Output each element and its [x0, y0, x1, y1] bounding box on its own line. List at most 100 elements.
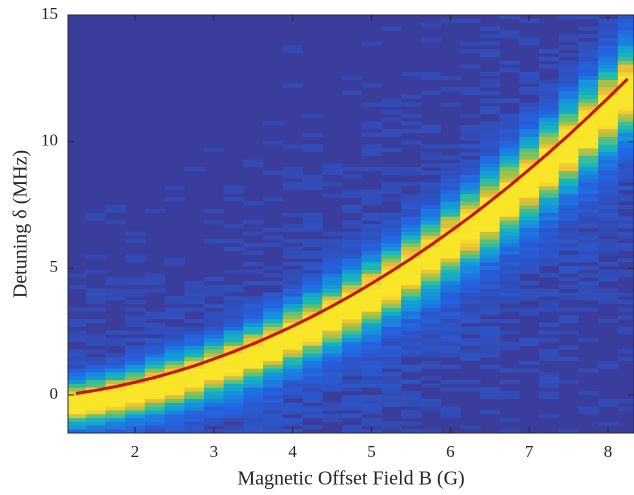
heat-cell — [558, 254, 579, 259]
heat-cell — [578, 174, 599, 179]
heat-cell — [203, 349, 225, 354]
heat-cell — [440, 243, 461, 248]
heat-cell — [144, 391, 166, 396]
heat-cell — [578, 15, 599, 20]
heat-cell — [68, 429, 87, 433]
heat-cell — [243, 281, 264, 286]
heat-cell — [203, 406, 225, 411]
heat-cell — [282, 372, 304, 377]
heat-cell — [578, 284, 599, 289]
heat-cell — [519, 79, 540, 84]
heat-cell — [401, 167, 422, 172]
heat-cell — [401, 330, 422, 335]
heat-cell — [578, 231, 599, 236]
heat-cell — [361, 216, 382, 221]
heat-cell — [341, 383, 363, 388]
heat-cell — [539, 307, 560, 312]
heat-cell — [578, 201, 599, 206]
heat-cell — [361, 300, 382, 305]
heat-cell — [223, 383, 244, 388]
heat-cell — [282, 349, 304, 354]
heat-cell — [184, 167, 205, 172]
heat-cell — [578, 155, 599, 160]
heat-cell — [381, 296, 402, 301]
heat-cell — [282, 357, 304, 362]
heat-cell — [341, 220, 363, 225]
heat-cell — [420, 262, 441, 267]
heat-cell — [85, 292, 106, 297]
heat-cell — [243, 231, 264, 236]
heat-cell — [440, 246, 461, 251]
heat-cell — [341, 300, 363, 305]
heat-cell — [578, 56, 599, 61]
heat-cell — [164, 300, 185, 305]
heat-cell — [519, 193, 540, 198]
heat-cell — [322, 246, 343, 251]
heat-cell — [558, 319, 579, 324]
heat-cell — [203, 341, 225, 346]
heat-cell — [420, 208, 441, 213]
heat-cell — [617, 235, 634, 240]
heat-cell — [164, 349, 185, 354]
heat-cell — [598, 224, 619, 229]
heat-cell — [105, 429, 126, 433]
heat-cell — [302, 398, 323, 403]
heat-cell — [223, 429, 244, 433]
heat-cell — [420, 345, 441, 350]
heat-cell — [440, 178, 461, 183]
heat-cell — [578, 110, 599, 115]
heat-cell — [381, 26, 402, 31]
heat-cell — [617, 231, 634, 236]
heat-cell — [558, 258, 579, 263]
heat-cell — [617, 148, 634, 153]
heat-cell — [361, 189, 382, 194]
heat-cell — [282, 262, 304, 267]
x-axis-label: Magnetic Offset Field B (G) — [237, 468, 464, 490]
heat-cell — [164, 429, 185, 433]
heat-cell — [302, 144, 323, 149]
heat-cell — [617, 34, 634, 39]
heat-cell — [381, 391, 402, 396]
heat-cell — [558, 125, 579, 130]
heat-cell — [479, 182, 501, 187]
heat-cell — [539, 250, 560, 255]
heat-cell — [558, 94, 579, 99]
heat-cell — [223, 288, 244, 293]
heat-cell — [401, 311, 422, 316]
heat-cell — [125, 307, 146, 312]
heat-cell — [420, 186, 441, 191]
heat-cell — [302, 387, 323, 392]
heat-cell — [125, 254, 146, 259]
heat-cell — [539, 330, 560, 335]
heat-cell — [558, 277, 579, 282]
heat-cell — [578, 288, 599, 293]
heat-cell — [282, 284, 304, 289]
heat-cell — [85, 402, 106, 407]
heat-cell — [499, 330, 520, 335]
heat-cell — [578, 45, 599, 50]
heat-cell — [164, 334, 185, 339]
heat-cell — [440, 155, 461, 160]
heat-cell — [440, 170, 461, 175]
heat-cell — [598, 75, 619, 80]
heat-cell — [68, 353, 87, 358]
heat-cell — [105, 376, 126, 381]
heat-cell — [68, 387, 87, 392]
heat-cell — [361, 319, 382, 324]
heat-cell — [479, 243, 501, 248]
heat-cell — [282, 383, 304, 388]
heat-cell — [125, 360, 146, 365]
heat-cell — [282, 353, 304, 358]
heat-cell — [184, 417, 205, 422]
heat-cell — [263, 364, 284, 369]
heat-cell — [361, 379, 382, 384]
heat-cell — [302, 391, 323, 396]
heat-cell — [361, 258, 382, 263]
heat-cell — [558, 72, 579, 77]
heat-cell — [499, 429, 520, 433]
heat-cell — [578, 410, 599, 415]
heat-cell — [440, 349, 461, 354]
heat-cell — [558, 163, 579, 168]
heat-cell — [282, 368, 304, 373]
heat-cell — [341, 395, 363, 400]
